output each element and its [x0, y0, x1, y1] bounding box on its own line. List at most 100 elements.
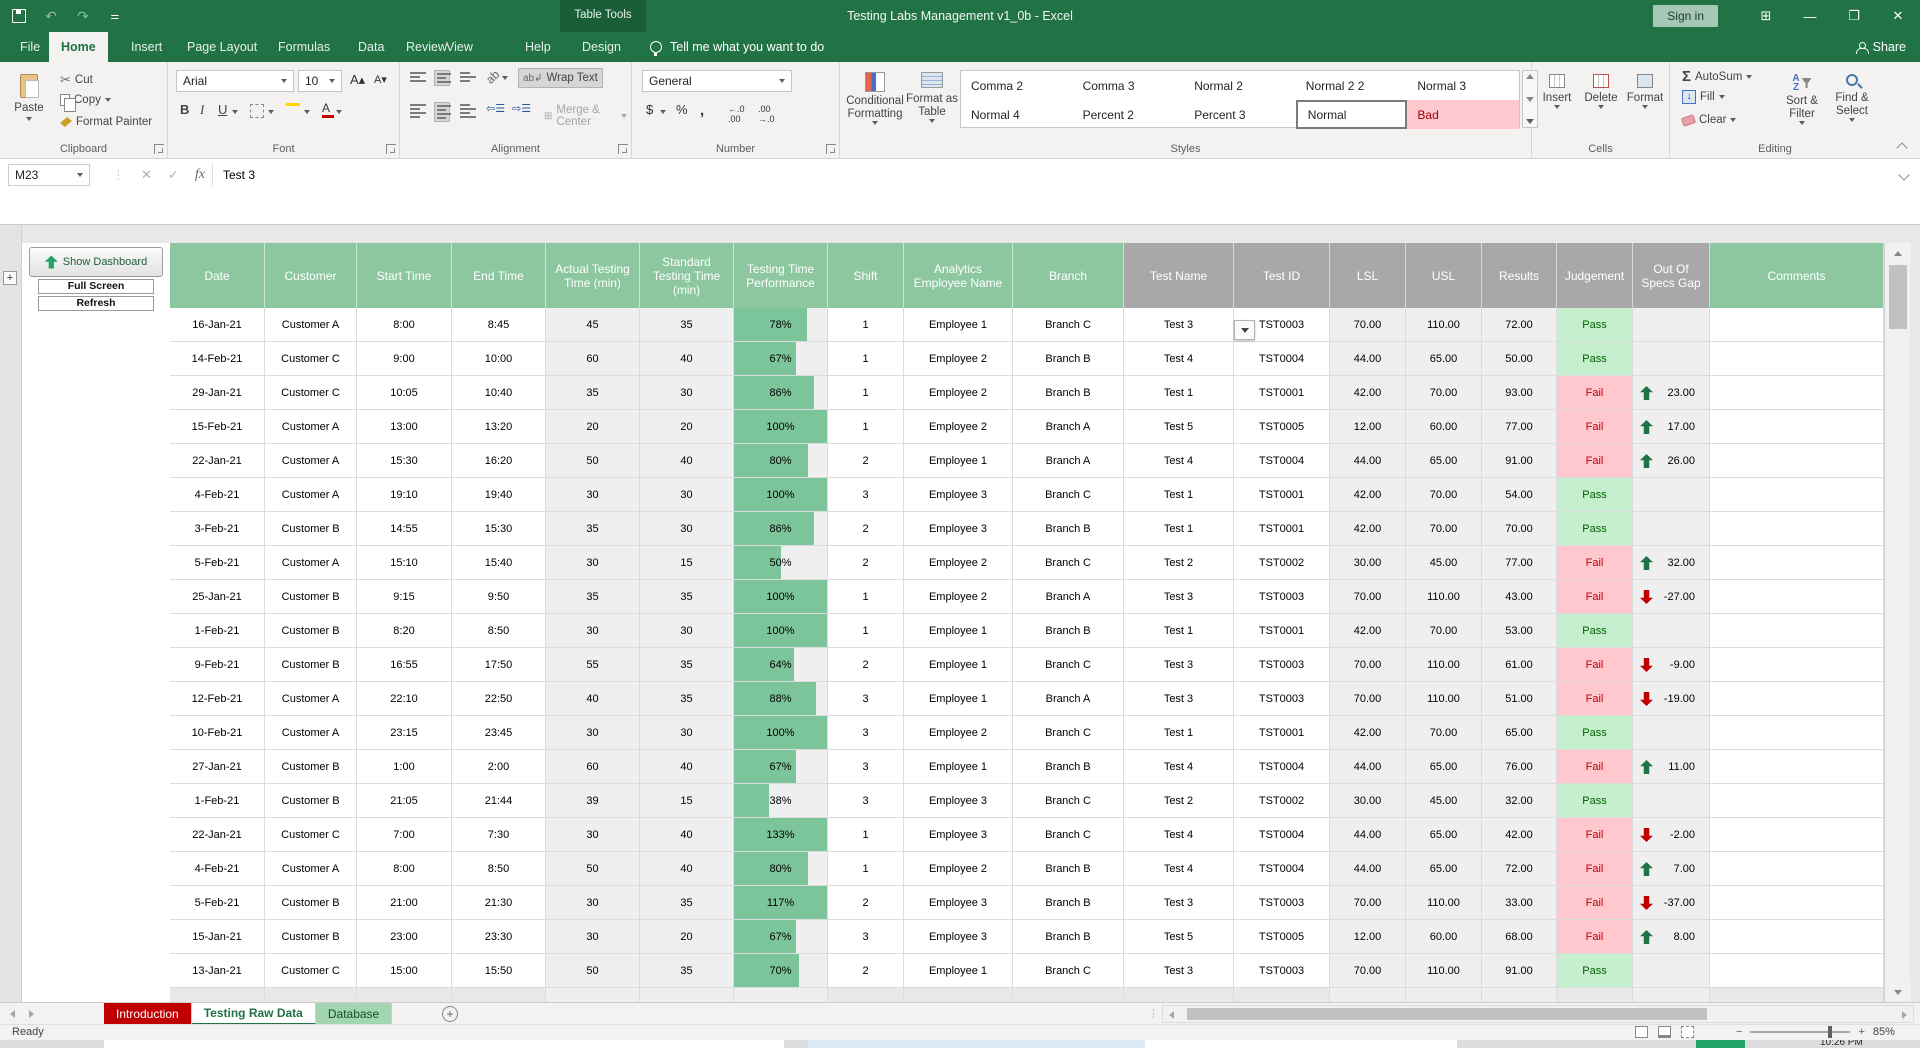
- cell-out-of-specs-gap[interactable]: [1633, 784, 1710, 818]
- cell-testing-time-performance[interactable]: 86%: [734, 512, 828, 546]
- formula-input[interactable]: Test 3: [212, 164, 1880, 186]
- cell-lsl[interactable]: 42.00: [1330, 478, 1406, 512]
- cell-date[interactable]: 5-Feb-21: [170, 886, 265, 920]
- cell-actual-testing-time[interactable]: 30: [546, 614, 640, 648]
- cell-date[interactable]: 1-Feb-21: [170, 784, 265, 818]
- cell-style-item[interactable]: Comma 3: [1073, 71, 1185, 100]
- cell-shift[interactable]: 2: [828, 954, 904, 988]
- cell-test-id[interactable]: TST0004: [1234, 750, 1330, 784]
- cell-start-time[interactable]: 13:00: [357, 410, 452, 444]
- column-header[interactable]: Standard Testing Time (min): [640, 243, 734, 308]
- cell-branch[interactable]: Branch C: [1013, 308, 1124, 342]
- cell-end-time[interactable]: 17:50: [452, 648, 546, 682]
- cell-actual-testing-time[interactable]: 30: [546, 478, 640, 512]
- cell-branch[interactable]: Branch B: [1013, 886, 1124, 920]
- cell-customer[interactable]: Customer A: [265, 308, 357, 342]
- format-painter-button[interactable]: Format Painter: [56, 114, 156, 130]
- cell-out-of-specs-gap[interactable]: [1633, 716, 1710, 750]
- cell-actual-testing-time[interactable]: 60: [546, 750, 640, 784]
- cell-judgement[interactable]: Pass: [1557, 478, 1633, 512]
- cell-comments[interactable]: [1710, 410, 1884, 444]
- cell-actual-testing-time[interactable]: 50: [546, 852, 640, 886]
- cell-actual-testing-time[interactable]: 55: [546, 648, 640, 682]
- vertical-scroll-thumb[interactable]: [1889, 265, 1907, 329]
- percent-style-icon[interactable]: %: [676, 102, 688, 117]
- cell-date[interactable]: 15-Feb-21: [170, 410, 265, 444]
- cell-test-name[interactable]: Test 4: [1124, 852, 1234, 886]
- cell-out-of-specs-gap[interactable]: -19.00: [1633, 682, 1710, 716]
- increase-indent-icon[interactable]: ⇨☰: [512, 102, 531, 115]
- cell-usl[interactable]: 70.00: [1406, 478, 1482, 512]
- cell-actual-testing-time[interactable]: 30: [546, 546, 640, 580]
- cell-branch[interactable]: Branch B: [1013, 376, 1124, 410]
- cell-employee[interactable]: Employee 2: [904, 342, 1013, 376]
- cell-actual-testing-time[interactable]: 30: [546, 920, 640, 954]
- sheet-tab[interactable]: Database: [316, 1003, 392, 1025]
- cell-lsl[interactable]: 44.00: [1330, 444, 1406, 478]
- cut-button[interactable]: ✂Cut: [56, 70, 97, 90]
- cell-results[interactable]: 72.00: [1482, 852, 1557, 886]
- cell-results[interactable]: 51.00: [1482, 682, 1557, 716]
- cell-judgement[interactable]: Pass: [1557, 342, 1633, 376]
- cell-test-name[interactable]: Test 3: [1124, 954, 1234, 988]
- cell-branch[interactable]: Branch B: [1013, 512, 1124, 546]
- cell-judgement[interactable]: Fail: [1557, 818, 1633, 852]
- cell-results[interactable]: 53.00: [1482, 614, 1557, 648]
- cell-standard-testing-time[interactable]: 35: [640, 954, 734, 988]
- cell-test-id[interactable]: TST0003: [1234, 580, 1330, 614]
- cell-usl[interactable]: 70.00: [1406, 614, 1482, 648]
- cell-employee[interactable]: Employee 1: [904, 954, 1013, 988]
- cell-test-name[interactable]: Test 1: [1124, 716, 1234, 750]
- cell-date[interactable]: 16-Jan-21: [170, 308, 265, 342]
- cell-standard-testing-time[interactable]: 30: [640, 478, 734, 512]
- font-color-icon[interactable]: A: [322, 101, 334, 118]
- vertical-scrollbar[interactable]: [1884, 243, 1910, 1002]
- cell-judgement[interactable]: Fail: [1557, 682, 1633, 716]
- cell-test-id[interactable]: TST0002: [1234, 546, 1330, 580]
- cell-standard-testing-time[interactable]: 35: [640, 308, 734, 342]
- cell-style-item[interactable]: Normal: [1296, 100, 1408, 129]
- cell-end-time[interactable]: 10:40: [452, 376, 546, 410]
- enter-formula-icon[interactable]: ✓: [168, 167, 179, 183]
- cell-actual-testing-time[interactable]: 35: [546, 580, 640, 614]
- font-size-combo[interactable]: 10: [298, 70, 342, 92]
- ribbon-tab[interactable]: Home: [49, 32, 108, 62]
- font-dialog-launcher-icon[interactable]: [386, 144, 396, 154]
- cell-out-of-specs-gap[interactable]: [1633, 478, 1710, 512]
- ribbon-display-options-icon[interactable]: ⊞: [1744, 0, 1788, 32]
- cell-testing-time-performance[interactable]: 100%: [734, 580, 828, 614]
- insert-cells-button[interactable]: Insert: [1536, 68, 1578, 109]
- cell-comments[interactable]: [1710, 308, 1884, 342]
- cell-comments[interactable]: [1710, 512, 1884, 546]
- cell-date[interactable]: 3-Feb-21: [170, 512, 265, 546]
- cell-shift[interactable]: 3: [828, 920, 904, 954]
- cell-branch[interactable]: Branch C: [1013, 478, 1124, 512]
- conditional-formatting-button[interactable]: Conditional Formatting: [846, 66, 904, 125]
- cell-comments[interactable]: [1710, 376, 1884, 410]
- cell-start-time[interactable]: 9:00: [357, 342, 452, 376]
- cell-judgement[interactable]: Fail: [1557, 852, 1633, 886]
- scroll-down-icon[interactable]: [1885, 982, 1911, 1002]
- cell-date[interactable]: 4-Feb-21: [170, 852, 265, 886]
- cell-end-time[interactable]: 16:20: [452, 444, 546, 478]
- cell-employee[interactable]: Employee 3: [904, 886, 1013, 920]
- cell-start-time[interactable]: 8:00: [357, 852, 452, 886]
- cell-test-name[interactable]: Test 3: [1124, 886, 1234, 920]
- merge-center-button[interactable]: ⊞Merge & Center: [540, 102, 631, 130]
- cell-out-of-specs-gap[interactable]: [1633, 342, 1710, 376]
- cell-date[interactable]: 13-Jan-21: [170, 954, 265, 988]
- cell-test-name[interactable]: Test 1: [1124, 478, 1234, 512]
- cell-shift[interactable]: 3: [828, 478, 904, 512]
- cell-end-time[interactable]: 15:40: [452, 546, 546, 580]
- cell-test-name[interactable]: Test 2: [1124, 784, 1234, 818]
- cell-usl[interactable]: 110.00: [1406, 682, 1482, 716]
- cell-style-item[interactable]: Percent 3: [1184, 100, 1296, 129]
- increase-decimal-icon[interactable]: ←.0.00: [728, 104, 745, 124]
- shrink-font-icon[interactable]: A▾: [374, 73, 387, 86]
- column-header[interactable]: Shift: [828, 243, 904, 308]
- cell-lsl[interactable]: 70.00: [1330, 682, 1406, 716]
- cell-employee[interactable]: Employee 1: [904, 648, 1013, 682]
- cell-end-time[interactable]: 22:50: [452, 682, 546, 716]
- cell-style-item[interactable]: Normal 2 2: [1296, 71, 1408, 100]
- cell-end-time[interactable]: 13:20: [452, 410, 546, 444]
